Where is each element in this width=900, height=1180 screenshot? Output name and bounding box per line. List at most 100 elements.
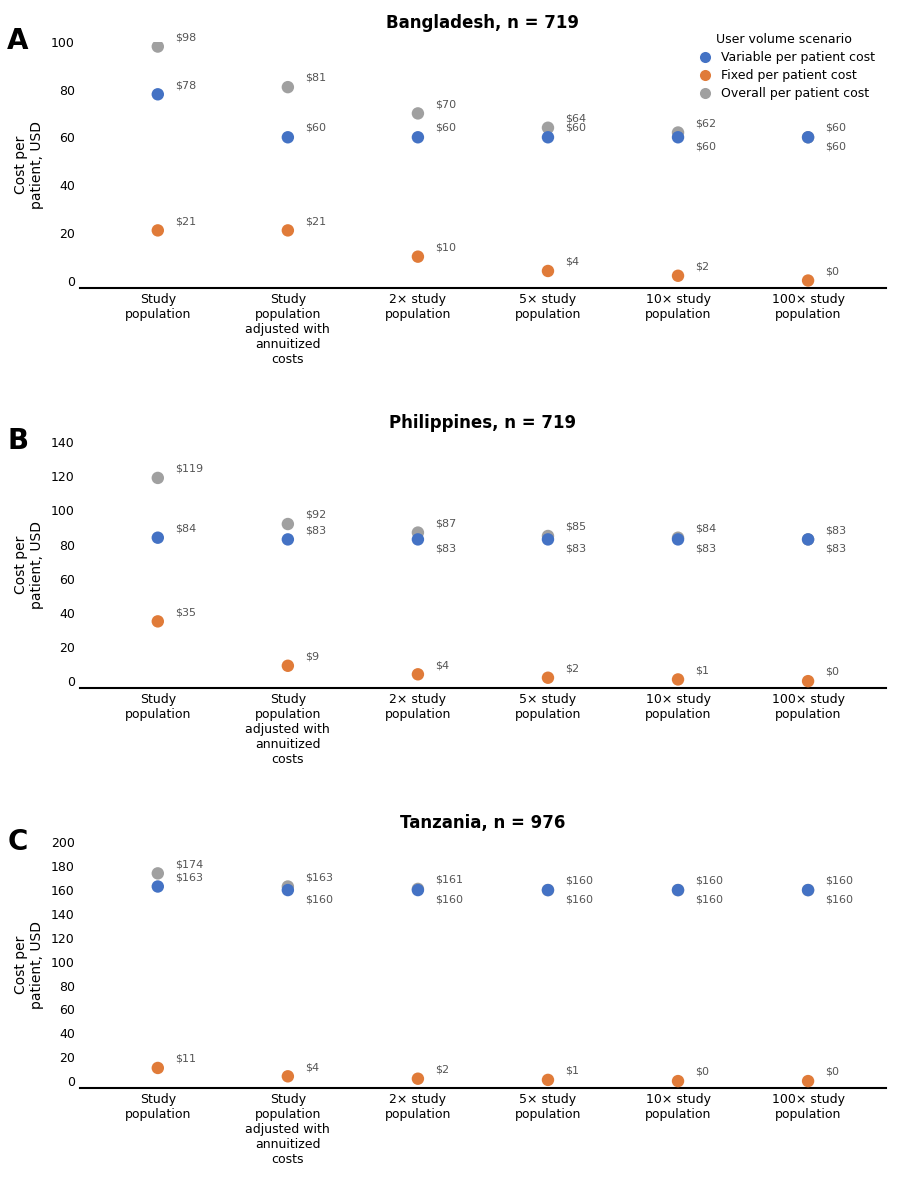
Point <box>150 1058 165 1077</box>
Text: B: B <box>7 427 28 455</box>
Point <box>541 262 555 281</box>
Text: $161: $161 <box>435 874 463 885</box>
Point <box>281 877 295 896</box>
Text: $21: $21 <box>305 216 326 227</box>
Point <box>541 1070 555 1089</box>
Point <box>801 880 815 899</box>
Text: $60: $60 <box>825 123 846 133</box>
Point <box>281 880 295 899</box>
Point <box>801 271 815 290</box>
Point <box>541 880 555 899</box>
Text: $92: $92 <box>305 510 326 519</box>
Text: $160: $160 <box>825 876 853 886</box>
Point <box>281 1067 295 1086</box>
Point <box>670 267 685 286</box>
Point <box>670 123 685 142</box>
Text: $2: $2 <box>695 262 709 271</box>
Text: $62: $62 <box>695 118 716 129</box>
Point <box>801 1071 815 1090</box>
Text: $83: $83 <box>825 525 846 535</box>
Point <box>541 668 555 687</box>
Point <box>541 118 555 137</box>
Point <box>541 526 555 545</box>
Text: $160: $160 <box>695 876 723 886</box>
Text: $4: $4 <box>565 257 579 267</box>
Text: $1: $1 <box>565 1066 579 1076</box>
Text: $83: $83 <box>695 544 716 553</box>
Point <box>150 529 165 548</box>
Point <box>410 880 425 899</box>
Point <box>410 248 425 267</box>
Point <box>670 880 685 899</box>
Y-axis label: Cost per
patient, USD: Cost per patient, USD <box>14 522 44 609</box>
Point <box>281 514 295 533</box>
Point <box>150 221 165 240</box>
Text: $160: $160 <box>825 894 853 904</box>
Title: Tanzania, n = 976: Tanzania, n = 976 <box>400 814 565 832</box>
Point <box>410 127 425 146</box>
Point <box>801 530 815 549</box>
Point <box>801 530 815 549</box>
Point <box>281 656 295 675</box>
Point <box>281 221 295 240</box>
Point <box>281 78 295 97</box>
Point <box>541 127 555 146</box>
Text: A: A <box>7 27 29 55</box>
Text: $119: $119 <box>175 464 202 473</box>
Point <box>541 880 555 899</box>
Point <box>410 664 425 683</box>
Point <box>801 127 815 146</box>
Text: $1: $1 <box>695 666 709 675</box>
Text: $4: $4 <box>435 660 449 670</box>
Point <box>670 127 685 146</box>
Text: $21: $21 <box>175 216 196 227</box>
Y-axis label: Cost per
patient, USD: Cost per patient, USD <box>14 120 44 209</box>
Point <box>410 530 425 549</box>
Text: $174: $174 <box>175 859 203 870</box>
Y-axis label: Cost per
patient, USD: Cost per patient, USD <box>14 922 44 1009</box>
Point <box>801 127 815 146</box>
Text: $163: $163 <box>175 872 202 883</box>
Text: $163: $163 <box>305 872 333 883</box>
Text: $10: $10 <box>435 242 455 253</box>
Text: $60: $60 <box>435 123 455 133</box>
Text: $0: $0 <box>825 267 839 276</box>
Title: Philippines, n = 719: Philippines, n = 719 <box>390 414 577 432</box>
Text: $70: $70 <box>435 99 456 109</box>
Text: $11: $11 <box>175 1054 195 1063</box>
Point <box>281 530 295 549</box>
Text: $64: $64 <box>565 113 586 124</box>
Point <box>410 1069 425 1088</box>
Text: $160: $160 <box>565 894 593 904</box>
Text: $60: $60 <box>565 123 586 133</box>
Point <box>410 879 425 898</box>
Title: Bangladesh, n = 719: Bangladesh, n = 719 <box>386 14 580 32</box>
Text: $2: $2 <box>565 663 579 674</box>
Point <box>150 877 165 896</box>
Legend: Variable per patient cost, Fixed per patient cost, Overall per patient cost: Variable per patient cost, Fixed per pat… <box>687 28 880 105</box>
Text: $9: $9 <box>305 651 319 662</box>
Point <box>150 85 165 104</box>
Text: $81: $81 <box>305 73 326 83</box>
Text: $35: $35 <box>175 607 195 617</box>
Text: $78: $78 <box>175 80 196 90</box>
Text: $60: $60 <box>305 123 326 133</box>
Text: $0: $0 <box>825 667 839 677</box>
Text: $160: $160 <box>435 894 463 904</box>
Text: $160: $160 <box>565 876 593 886</box>
Text: $85: $85 <box>565 522 586 532</box>
Point <box>801 880 815 899</box>
Point <box>281 127 295 146</box>
Text: $2: $2 <box>435 1064 449 1075</box>
Point <box>670 880 685 899</box>
Point <box>150 37 165 55</box>
Text: $84: $84 <box>175 524 196 533</box>
Text: $98: $98 <box>175 32 196 42</box>
Text: $60: $60 <box>825 142 846 151</box>
Point <box>410 523 425 542</box>
Text: C: C <box>7 827 28 856</box>
Text: $83: $83 <box>435 544 456 553</box>
Text: $60: $60 <box>695 142 716 151</box>
Text: $0: $0 <box>825 1067 839 1077</box>
Point <box>670 670 685 689</box>
